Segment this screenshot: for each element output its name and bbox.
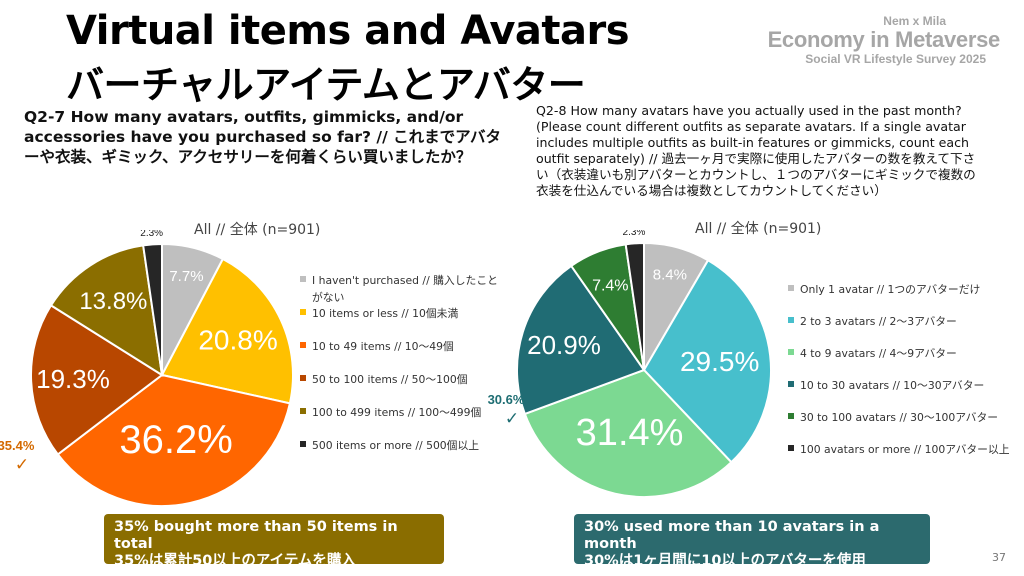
question-q2-7: Q2-7 How many avatars, outfits, gimmicks… (24, 108, 502, 166)
left-legend-label-5: 500 items or more // 500個以上 (312, 439, 480, 452)
right-slice-label-3: 20.9% (527, 330, 601, 360)
page-number: 37 (992, 551, 1006, 564)
right-slice-label-2: 31.4% (576, 412, 684, 454)
right-legend-swatch-2 (788, 349, 794, 355)
callout-avatars-en: 30% used more than 10 avatars in a month (584, 519, 880, 552)
right-legend-item-1: 2 to 3 avatars // 2〜3アバター (788, 313, 1024, 330)
right-slice-5 (624, 241, 645, 371)
question-q2-8: Q2-8 How many avatars have you actually … (536, 103, 976, 198)
left-slice-label-0: 7.7% (169, 268, 203, 285)
left-legend-label-2: 10 to 49 items // 10〜49個 (312, 340, 454, 353)
callout-avatars-used: 30% used more than 10 avatars in a month… (574, 514, 930, 569)
title-english: Virtual items and Avatars (66, 8, 630, 54)
right-slice-label-4: 7.4% (592, 278, 628, 295)
left-legend-item-4: 100 to 499 items // 100〜499個 (300, 404, 500, 421)
right-legend-label-3: 10 to 30 avatars // 10〜30アバター (800, 379, 985, 392)
brand-subtitle: Social VR Lifestyle Survey 2025 (805, 52, 986, 66)
left-legend-swatch-3 (300, 375, 306, 381)
right-slice-1 (642, 258, 772, 464)
chart-subtitle-right: All // 全体 (n=901) (695, 221, 822, 237)
left-slice-label-4: 13.8% (79, 288, 147, 315)
left-slice-label-1: 20.8% (198, 324, 277, 355)
left-slice-label-2: 36.2% (119, 418, 232, 462)
left-legend-swatch-5 (300, 441, 306, 447)
right-annotation-check: ✓ (505, 409, 519, 428)
right-slice-label-5: 2.3% (623, 230, 646, 238)
right-slice-label-1: 29.5% (680, 346, 759, 377)
left-slice-2 (56, 373, 292, 507)
left-annotation-check: ✓ (15, 455, 29, 474)
right-legend-item-0: Only 1 avatar // 1つのアバターだけ (788, 281, 1024, 298)
left-legend-item-1: 10 items or less // 10個未満 (300, 305, 500, 322)
left-legend-label-1: 10 items or less // 10個未満 (312, 307, 459, 320)
left-legend-swatch-0 (300, 276, 306, 282)
right-legend-swatch-0 (788, 285, 794, 291)
right-legend-swatch-5 (788, 445, 794, 451)
right-slice-2 (523, 368, 733, 498)
left-legend-item-2: 10 to 49 items // 10〜49個 (300, 338, 500, 355)
callout-purchases-en: 35% bought more than 50 items in total (114, 519, 398, 552)
callout-purchases-ja: 35%は累計50以上のアイテムを購入 (114, 553, 356, 569)
left-slice-4 (49, 244, 164, 377)
right-annotation-value: 30.6% (488, 392, 525, 407)
right-slice-3 (516, 264, 646, 416)
right-legend-item-4: 30 to 100 avatars // 30〜100アバター (788, 409, 1024, 426)
legend-purchases: I haven't purchased // 購入したことがない 10 items… (300, 272, 500, 472)
right-legend-label-2: 4 to 9 avatars // 4〜9アバター (800, 347, 957, 360)
right-legend-label-0: Only 1 avatar // 1つのアバターだけ (800, 283, 981, 296)
title-japanese: バーチャルアイテムとアバター (66, 63, 586, 107)
left-legend-item-3: 50 to 100 items // 50〜100個 (300, 371, 500, 388)
right-legend-item-2: 4 to 9 avatars // 4〜9アバター (788, 345, 1024, 362)
right-legend-swatch-3 (788, 381, 794, 387)
callout-purchases: 35% bought more than 50 items in total 3… (104, 514, 444, 569)
callout-avatars-ja: 30%は1ヶ月間に10以上のアバターを使用 (584, 553, 866, 569)
chart-subtitle-left: All // 全体 (n=901) (194, 222, 321, 238)
right-legend-swatch-1 (788, 317, 794, 323)
right-legend-item-3: 10 to 30 avatars // 10〜30アバター (788, 377, 1024, 394)
left-legend-swatch-4 (300, 408, 306, 414)
left-legend-item-5: 500 items or more // 500個以上 (300, 437, 500, 454)
left-legend-swatch-1 (300, 309, 306, 315)
brand-credit: Nem x Mila (883, 14, 946, 28)
left-legend-label-0: I haven't purchased // 購入したことがない (312, 274, 498, 304)
left-legend-label-4: 100 to 499 items // 100〜499個 (312, 406, 482, 419)
right-legend-label-4: 30 to 100 avatars // 30〜100アバター (800, 411, 999, 424)
pie-chart-purchases: 7.7% 20.8% 36.2% 19.3% 13.8% 2.3% 35.4% ✓ (0, 230, 294, 507)
left-legend-label-3: 50 to 100 items // 50〜100個 (312, 373, 468, 386)
pie-chart-avatars-used: 8.4% 29.5% 31.4% 20.9% 7.4% 2.3% 30.6% ✓ (488, 230, 772, 498)
right-legend-item-5: 100 avatars or more // 100アバター以上 (788, 441, 1024, 458)
left-legend-swatch-2 (300, 342, 306, 348)
right-slice-label-0: 8.4% (653, 267, 687, 284)
right-legend-label-5: 100 avatars or more // 100アバター以上 (800, 443, 1010, 456)
left-slice-label-3: 19.3% (36, 364, 110, 394)
left-slice-5 (142, 242, 163, 376)
left-annotation-value: 35.4% (0, 438, 35, 453)
left-slice-3 (30, 304, 164, 456)
right-legend-label-1: 2 to 3 avatars // 2〜3アバター (800, 315, 957, 328)
brand-title: Economy in Metaverse (767, 27, 1001, 52)
legend-avatars-used: Only 1 avatar // 1つのアバターだけ 2 to 3 avatars… (788, 281, 1024, 481)
right-legend-swatch-4 (788, 413, 794, 419)
left-slice-label-5: 2.3% (140, 230, 163, 239)
left-legend-item-0: I haven't purchased // 購入したことがない (300, 272, 500, 306)
left-slice-1 (160, 257, 294, 405)
